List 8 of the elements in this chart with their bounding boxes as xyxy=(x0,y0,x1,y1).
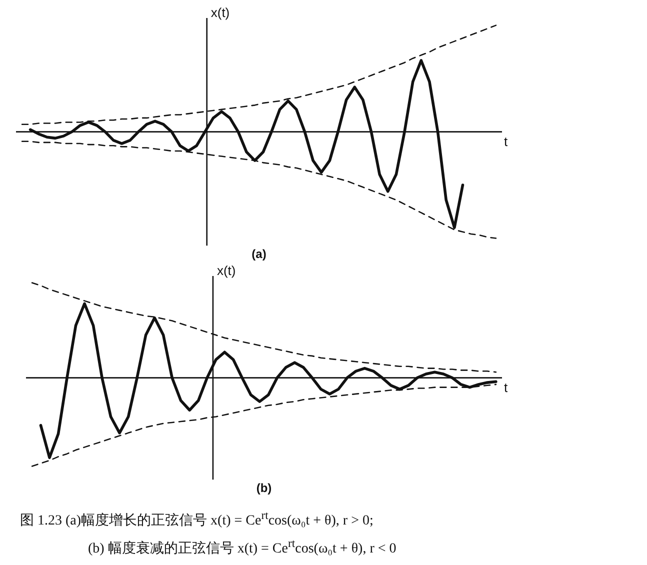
y-axis-title: x(t) xyxy=(210,5,230,20)
y-axis-title: x(t) xyxy=(216,263,236,278)
x-axis-title: t xyxy=(504,380,508,395)
caption: 图 1.23 (a)幅度增长的正弦信号 x(t) = Ce$^{rt}$cos(ω₀t + θ), r > 0; xyxy=(20,508,374,531)
text: (b) 幅度衰减的正弦信号 x(t) = Ce$^{rt}$cos(ω₀t + θ), r < 0 xyxy=(87,536,398,558)
x-axis-title: t xyxy=(504,134,508,149)
text: (a) xyxy=(252,247,266,262)
text: (b) xyxy=(256,481,272,496)
